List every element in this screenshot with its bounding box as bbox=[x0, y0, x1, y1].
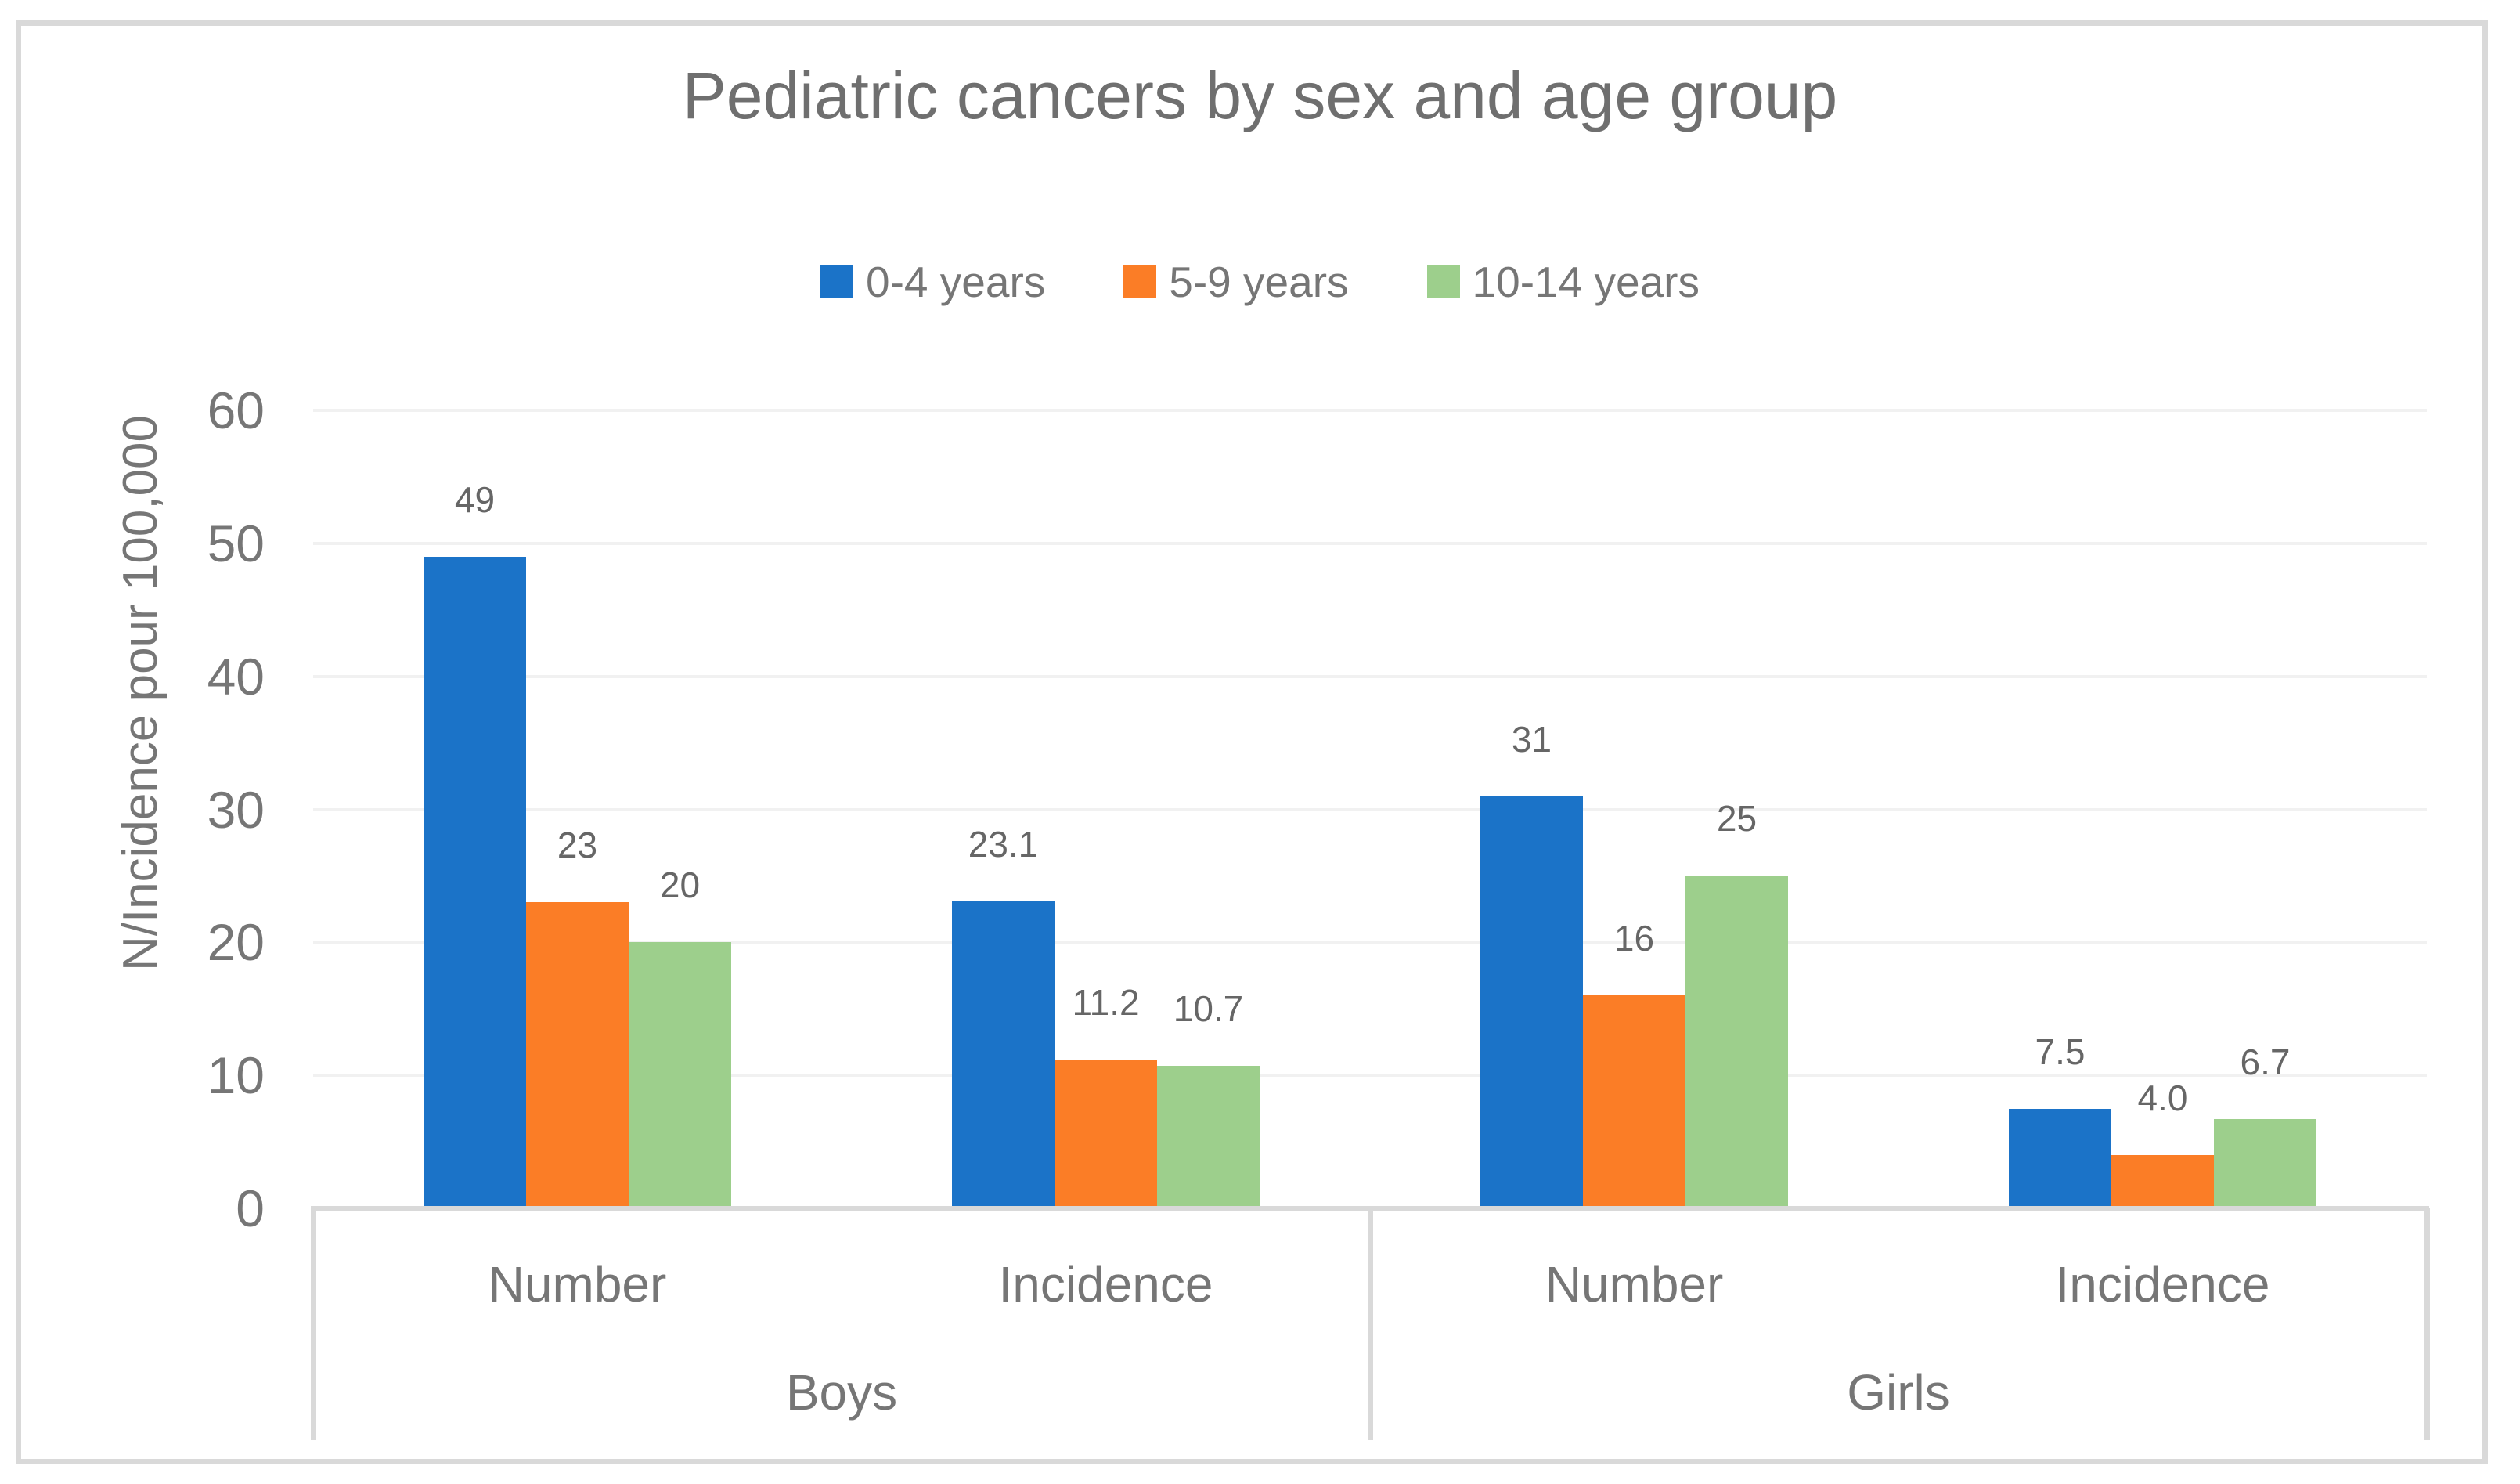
bar-label-0-4-years-boys-number: 49 bbox=[454, 478, 496, 520]
gridline-30 bbox=[313, 807, 2427, 811]
legend-item-5-9-years: 5-9 years bbox=[1123, 258, 1349, 306]
y-tick-label-60: 60 bbox=[207, 381, 265, 439]
legend-item-0-4-years: 0-4 years bbox=[820, 258, 1045, 305]
y-tick-label-50: 50 bbox=[207, 514, 265, 572]
bar-0-4-years-boys-incidence bbox=[952, 901, 1055, 1208]
bar-0-4-years-girls-incidence bbox=[2009, 1108, 2111, 1208]
legend-marker-icon-0-4-years bbox=[820, 265, 853, 298]
bar-10-14-years-girls-incidence bbox=[2214, 1119, 2316, 1208]
y-tick-label-20: 20 bbox=[207, 913, 265, 972]
category-label-boys-incidence: Incidence bbox=[998, 1256, 1213, 1312]
gridline-60 bbox=[313, 409, 2427, 412]
bar-label-5-9-years-girls-incidence: 4.0 bbox=[2137, 1078, 2188, 1119]
bar-label-10-14-years-boys-number: 20 bbox=[659, 865, 701, 906]
bar-label-10-14-years-boys-incidence: 10.7 bbox=[1173, 988, 1244, 1030]
gridline-40 bbox=[313, 674, 2427, 678]
bar-label-10-14-years-girls-incidence: 6.7 bbox=[2240, 1042, 2291, 1083]
category-label-boys-number: Number bbox=[488, 1256, 667, 1312]
group-label-boys: Boys bbox=[785, 1364, 898, 1421]
y-tick-label-30: 30 bbox=[207, 780, 265, 839]
legend-marker-icon-5-9-years bbox=[1123, 265, 1157, 298]
y-tick-label-10: 10 bbox=[207, 1046, 265, 1105]
bar-10-14-years-boys-number bbox=[629, 942, 731, 1208]
legend-label-0-4-years: 0-4 years bbox=[866, 258, 1046, 306]
y-tick-label-40: 40 bbox=[207, 647, 265, 706]
bar-5-9-years-girls-incidence bbox=[2111, 1155, 2214, 1208]
legend-marker-icon-10-14-years bbox=[1426, 265, 1460, 298]
legend-item-10-14-years: 10-14 years bbox=[1426, 258, 1700, 306]
group-label-girls: Girls bbox=[1847, 1364, 1950, 1421]
bar-label-5-9-years-boys-number: 23 bbox=[557, 825, 598, 866]
gridline-10 bbox=[313, 1074, 2427, 1078]
category-table-vline-1 bbox=[1368, 1208, 1373, 1440]
legend-label-10-14-years: 10-14 years bbox=[1472, 258, 1700, 306]
legend-label-5-9-years: 5-9 years bbox=[1169, 258, 1349, 306]
bar-label-0-4-years-girls-number: 31 bbox=[1511, 718, 1552, 760]
bar-0-4-years-girls-number bbox=[1480, 796, 1583, 1208]
category-label-girls-number: Number bbox=[1545, 1256, 1724, 1312]
category-label-girls-incidence: Incidence bbox=[2055, 1256, 2270, 1312]
chart-title: Pediatric cancers by sex and age group bbox=[682, 59, 1838, 132]
bar-0-4-years-boys-number bbox=[424, 556, 526, 1208]
bar-label-5-9-years-girls-number: 16 bbox=[1613, 918, 1655, 959]
legend: 0-4 years 5-9 years 10-14 years bbox=[0, 249, 2520, 315]
bar-5-9-years-boys-number bbox=[526, 902, 629, 1208]
bar-10-14-years-girls-number bbox=[1685, 876, 1788, 1208]
bar-label-0-4-years-girls-incidence: 7.5 bbox=[2035, 1031, 2086, 1072]
category-table-vline-0 bbox=[311, 1208, 316, 1440]
bar-label-0-4-years-boys-incidence: 23.1 bbox=[968, 823, 1039, 865]
category-table-vline-2 bbox=[2424, 1208, 2430, 1440]
bar-10-14-years-boys-incidence bbox=[1157, 1066, 1260, 1208]
gridline-20 bbox=[313, 941, 2427, 944]
y-tick-label-0: 0 bbox=[236, 1179, 265, 1237]
bar-5-9-years-girls-number bbox=[1583, 995, 1685, 1208]
bar-label-5-9-years-boys-incidence: 11.2 bbox=[1072, 981, 1140, 1023]
bar-5-9-years-boys-incidence bbox=[1055, 1059, 1157, 1208]
chart-outer-border bbox=[16, 20, 2488, 1464]
bar-label-10-14-years-girls-number: 25 bbox=[1716, 798, 1758, 839]
gridline-50 bbox=[313, 541, 2427, 545]
